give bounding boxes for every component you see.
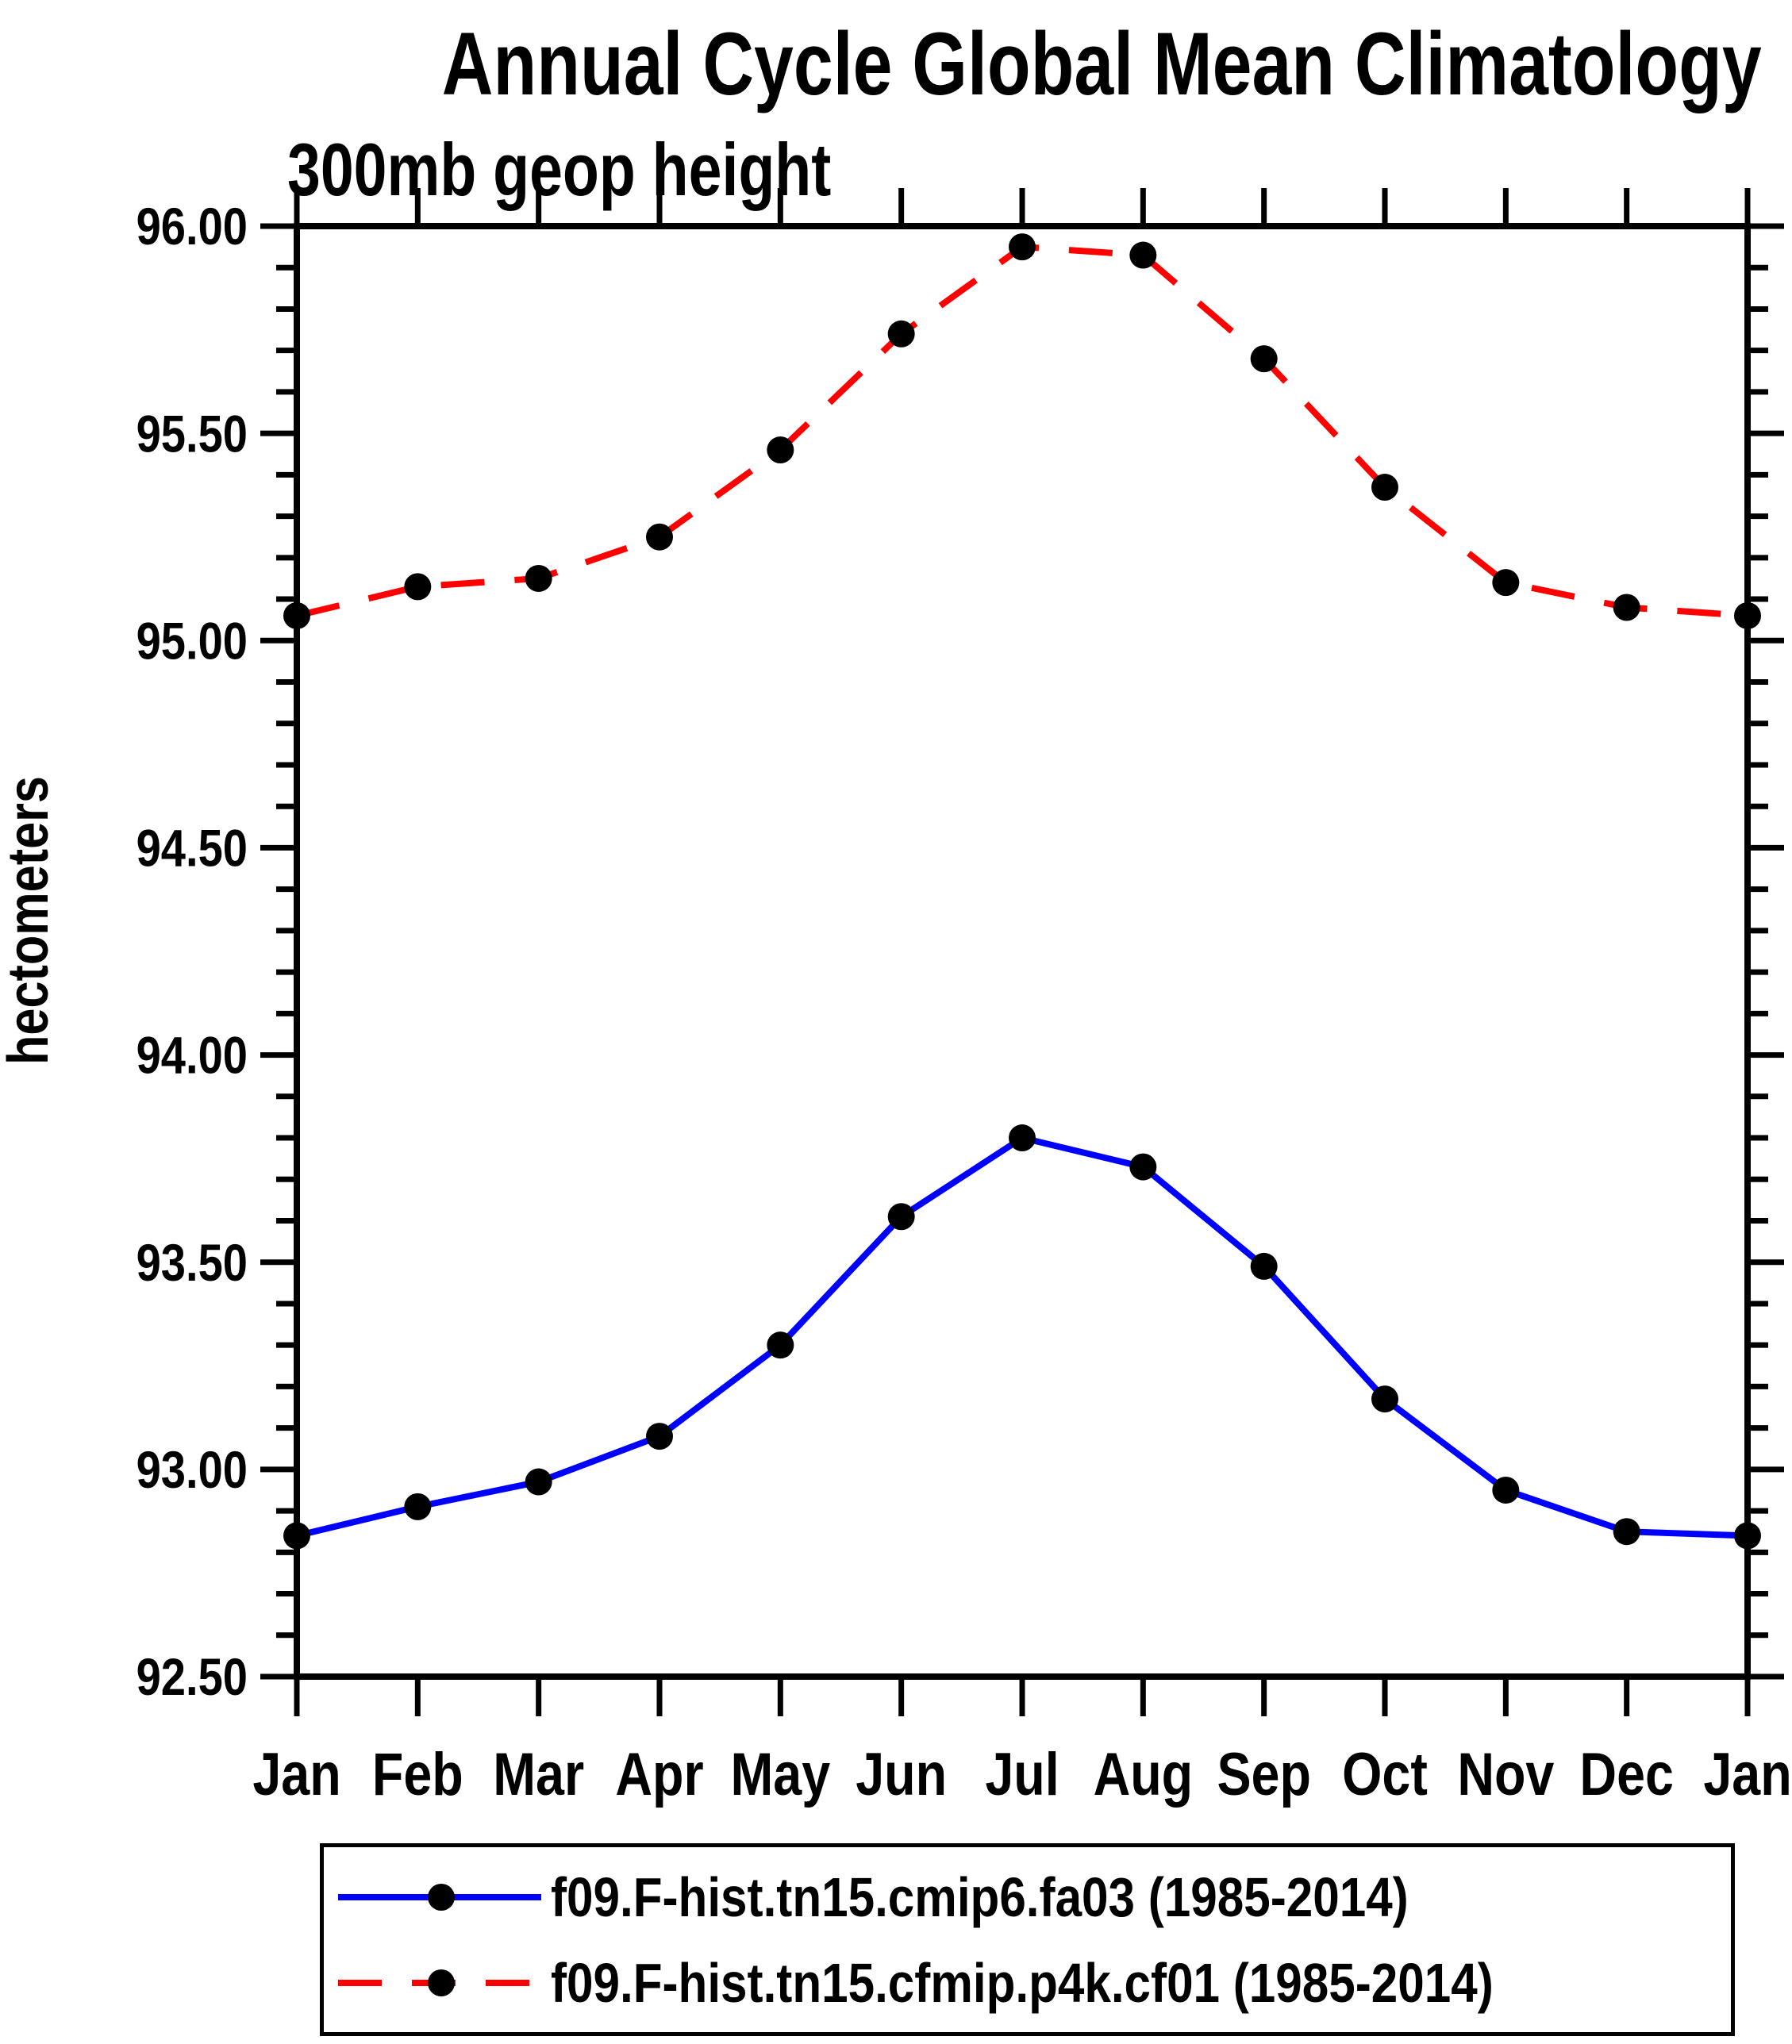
y-tick-label: 96.00 bbox=[137, 198, 248, 256]
legend-dot bbox=[428, 1969, 455, 1996]
data-point-dot bbox=[283, 601, 310, 629]
legend-item-cfmip-p4k: f09.F-hist.tn15.cfmip.p4k.cf01 (1985-201… bbox=[330, 1947, 1647, 2019]
data-point-dot bbox=[1250, 345, 1278, 373]
data-point-dot bbox=[1250, 1252, 1278, 1280]
data-point-dot bbox=[283, 1522, 310, 1550]
month-label: Feb bbox=[372, 1740, 463, 1808]
month-label: Jun bbox=[856, 1740, 947, 1808]
data-point-dot bbox=[525, 1468, 552, 1496]
legend-item-label: f09.F-hist.tn15.cfmip.p4k.cf01 (1985-201… bbox=[551, 1952, 1494, 2014]
data-point-dot bbox=[1129, 1153, 1157, 1181]
month-label: Nov bbox=[1457, 1740, 1554, 1808]
y-tick-label: 94.50 bbox=[137, 819, 248, 877]
data-point-dot bbox=[767, 436, 794, 464]
month-label: Oct bbox=[1342, 1740, 1428, 1808]
data-point-dot bbox=[1009, 1124, 1036, 1152]
data-point-dot bbox=[887, 1203, 915, 1231]
data-point-dot bbox=[1613, 594, 1640, 621]
series-line-solid bbox=[296, 1134, 1748, 1539]
month-label: Aug bbox=[1094, 1740, 1194, 1808]
legend-item-label: f09.F-hist.tn15.cmip6.fa03 (1985-2014) bbox=[551, 1866, 1409, 1928]
month-label: Jan bbox=[1703, 1740, 1791, 1808]
data-point-dot bbox=[404, 1493, 432, 1520]
month-label: Sep bbox=[1217, 1740, 1310, 1808]
data-point-dot bbox=[1371, 474, 1398, 501]
data-point-dot bbox=[404, 573, 432, 601]
data-point-dot bbox=[1613, 1518, 1640, 1546]
data-point-dot bbox=[1492, 569, 1520, 597]
legend-marker-dashed-line bbox=[338, 1969, 541, 1996]
month-label: Apr bbox=[615, 1740, 703, 1808]
month-label: Dec bbox=[1579, 1740, 1673, 1808]
data-point-dot bbox=[1734, 1522, 1761, 1550]
data-point-dot bbox=[1009, 233, 1036, 261]
data-point-dot bbox=[1734, 601, 1761, 629]
data-point-dot bbox=[646, 1423, 673, 1450]
y-tick-label: 95.50 bbox=[137, 405, 248, 463]
legend-item-cmip6: f09.F-hist.tn15.cmip6.fa03 (1985-2014) bbox=[330, 1862, 1548, 1933]
month-label: Jul bbox=[985, 1740, 1059, 1808]
y-tick-label: 94.00 bbox=[137, 1026, 248, 1084]
chart-title: Annual Cycle Global Mean Climatology bbox=[441, 14, 1762, 113]
data-point-dot bbox=[525, 564, 552, 592]
data-point-dot bbox=[1492, 1476, 1520, 1504]
data-point-dot bbox=[887, 320, 915, 348]
legend-marker-solid-line bbox=[338, 1884, 541, 1911]
legend-dot bbox=[428, 1884, 455, 1911]
series-line-dashed bbox=[296, 244, 1748, 619]
month-label: Jan bbox=[252, 1740, 340, 1808]
month-label: May bbox=[731, 1740, 831, 1808]
month-label: Mar bbox=[493, 1740, 584, 1808]
data-point-dot bbox=[1129, 241, 1157, 269]
y-tick-label: 92.50 bbox=[137, 1648, 248, 1706]
axis-frame bbox=[294, 223, 1751, 1680]
data-point-dot bbox=[1371, 1385, 1398, 1413]
data-point-dot bbox=[646, 523, 673, 551]
chart-subtitle: 300mb geop height bbox=[287, 128, 832, 211]
y-tick-label: 95.00 bbox=[137, 612, 248, 670]
y-tick-label: 93.50 bbox=[137, 1234, 248, 1292]
y-tick-label: 93.00 bbox=[137, 1441, 248, 1499]
legend-box: f09.F-hist.tn15.cmip6.fa03 (1985-2014) f… bbox=[320, 1843, 1735, 2036]
data-point-dot bbox=[767, 1331, 794, 1359]
